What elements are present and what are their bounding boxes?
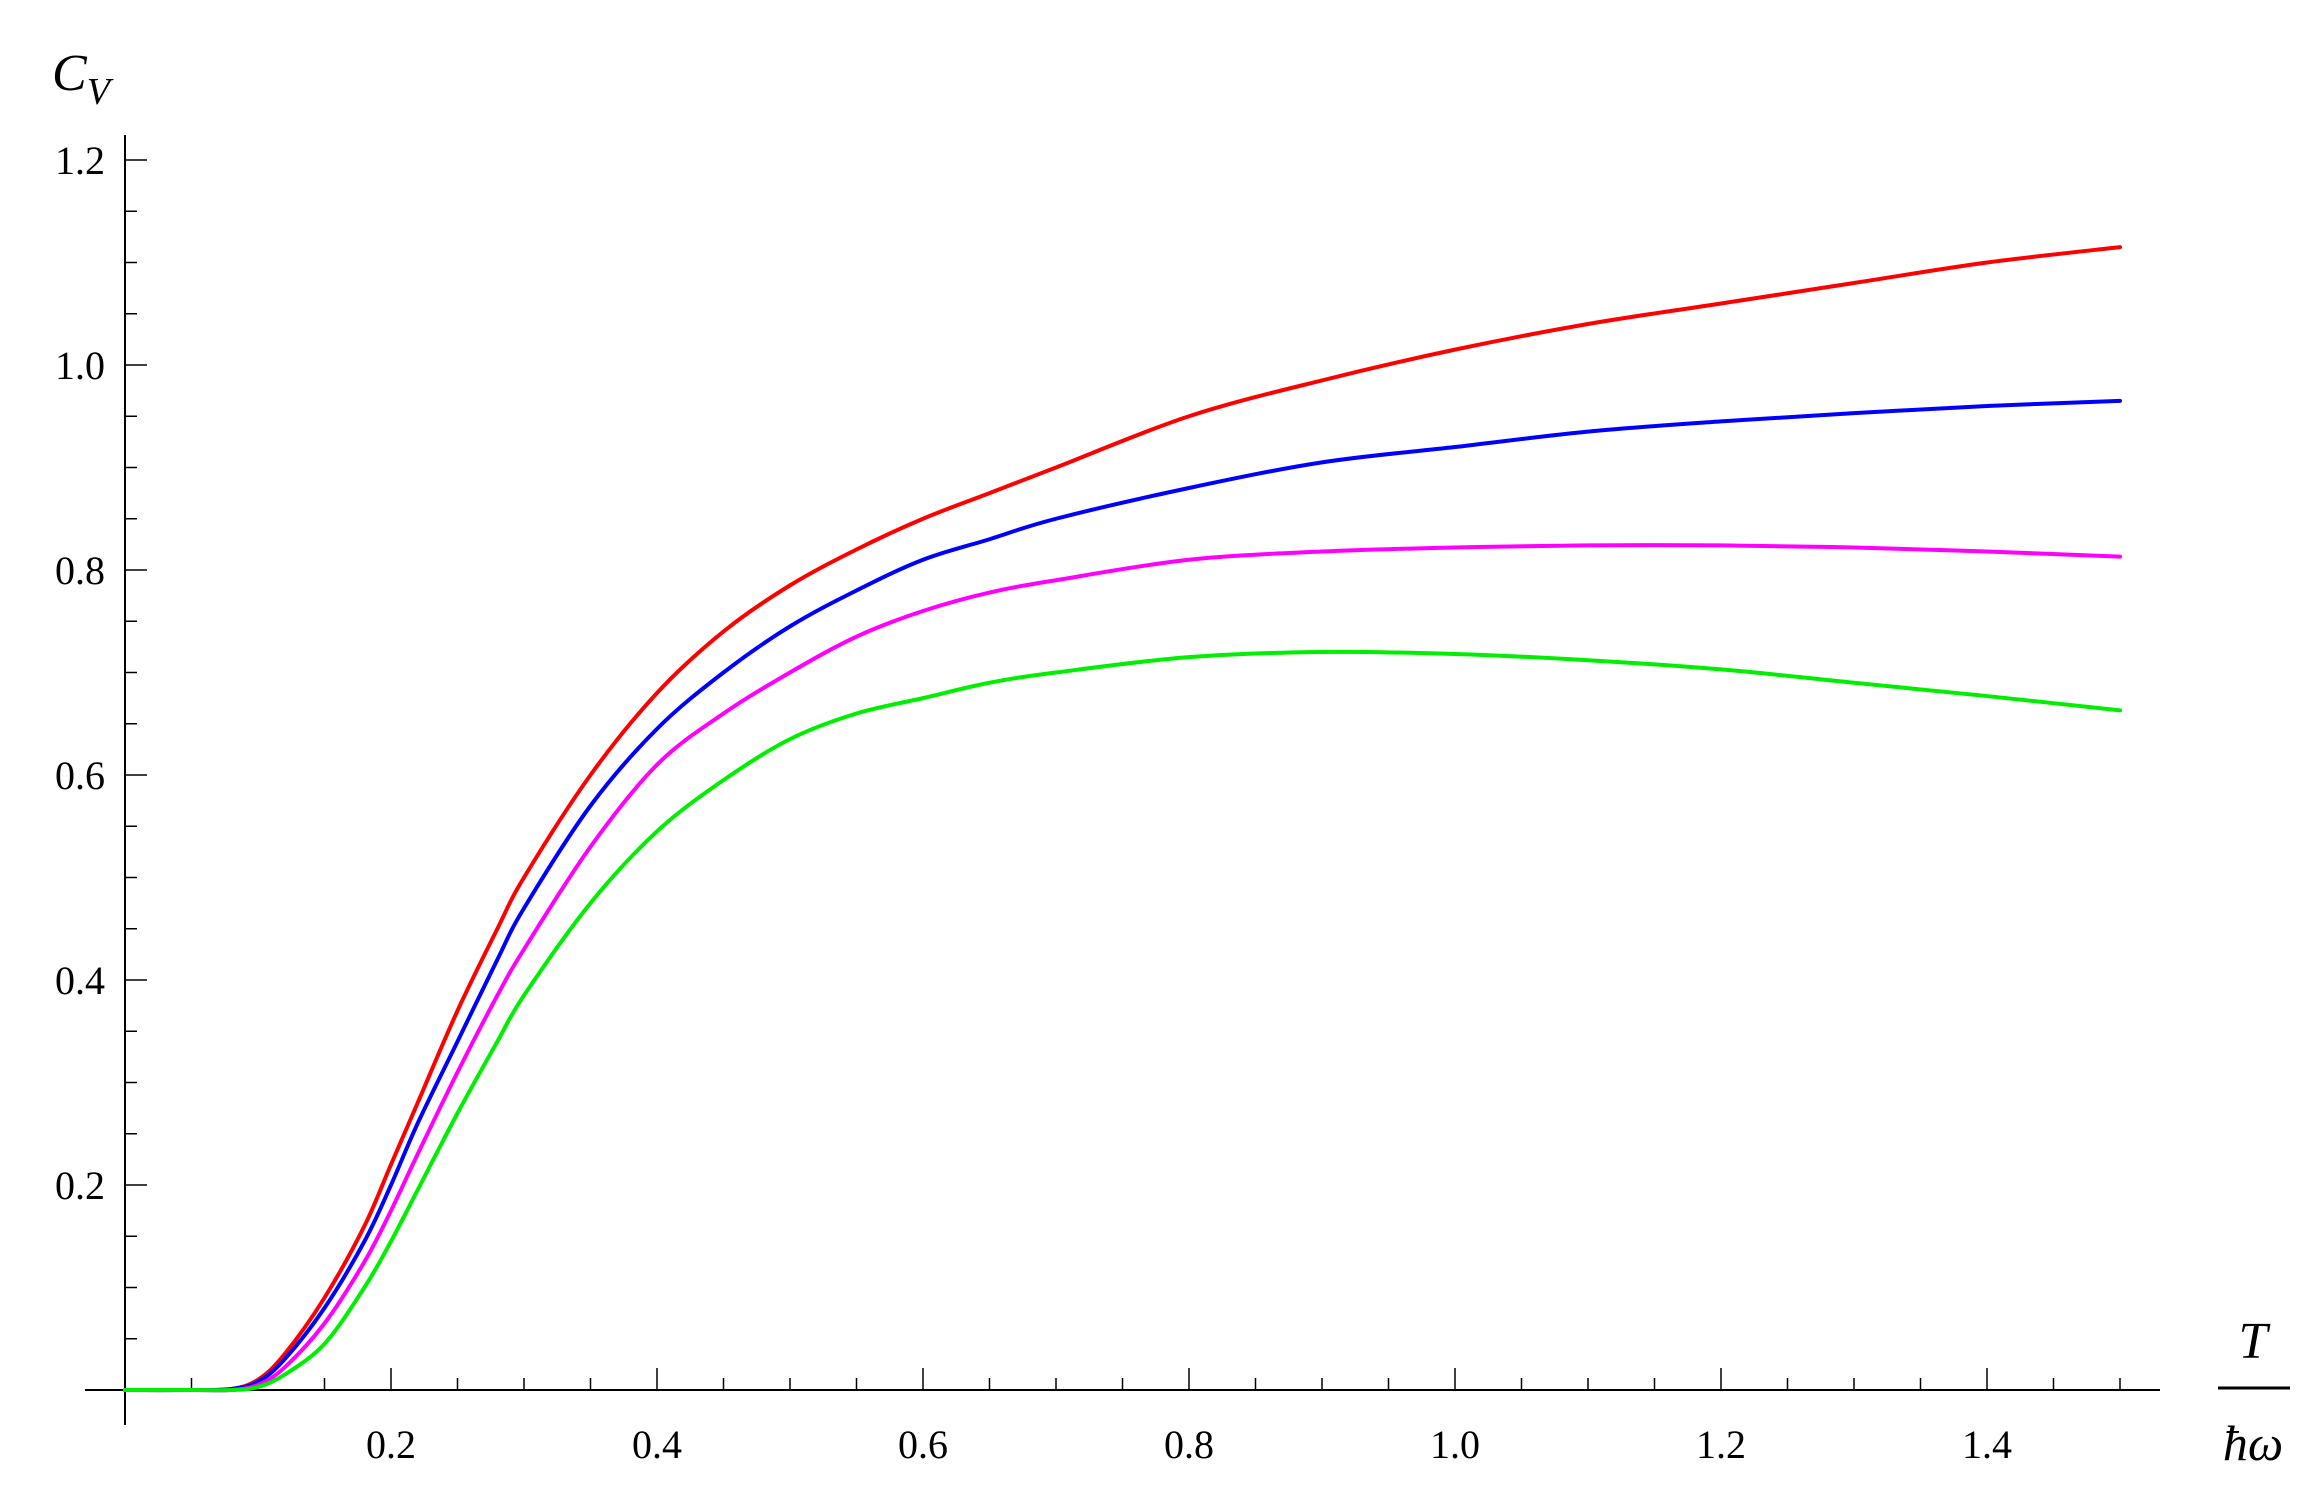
series-line-4 <box>123 649 2122 1393</box>
series-line-3 <box>123 543 2122 1393</box>
y-axis-title-main: C <box>52 45 88 102</box>
x-axis-title-denominator: ħω <box>2223 1415 2283 1471</box>
series-line-1 <box>123 245 2122 1393</box>
series-line-2 <box>123 398 2122 1393</box>
y-tick-label: 0.2 <box>55 1163 105 1208</box>
y-axis-title: CV <box>52 45 114 113</box>
y-axis-title-sub: V <box>87 71 114 113</box>
x-tick-label: 1.2 <box>1696 1422 1746 1467</box>
y-tick-label: 0.4 <box>55 958 105 1003</box>
series-lines <box>123 245 2122 1393</box>
x-axis-title-numerator: T <box>2239 1313 2271 1370</box>
tick-labels: 0.2 0.4 0.6 0.8 1.0 1.2 1.4 0.2 0.4 0.6 0.8 1.0 1.2 <box>55 138 2012 1467</box>
x-tick-label: 0.2 <box>366 1422 416 1467</box>
x-tick-label: 0.4 <box>632 1422 682 1467</box>
x-tick-label: 1.0 <box>1430 1422 1480 1467</box>
x-axis-title: T ħω <box>2218 1313 2290 1471</box>
y-tick-label: 1.2 <box>55 138 105 183</box>
x-tick-label: 0.8 <box>1164 1422 1214 1467</box>
y-tick-label: 0.8 <box>55 548 105 593</box>
x-tick-label: 0.6 <box>898 1422 948 1467</box>
x-tick-label: 1.4 <box>1962 1422 2012 1467</box>
y-tick-label: 0.6 <box>55 753 105 798</box>
y-tick-label: 1.0 <box>55 343 105 388</box>
plot-area: 0.2 0.4 0.6 0.8 1.0 1.2 1.4 0.2 0.4 0.6 0.8 1.0 1.2 <box>55 135 2160 1467</box>
axis-ticks <box>125 159 2121 1390</box>
